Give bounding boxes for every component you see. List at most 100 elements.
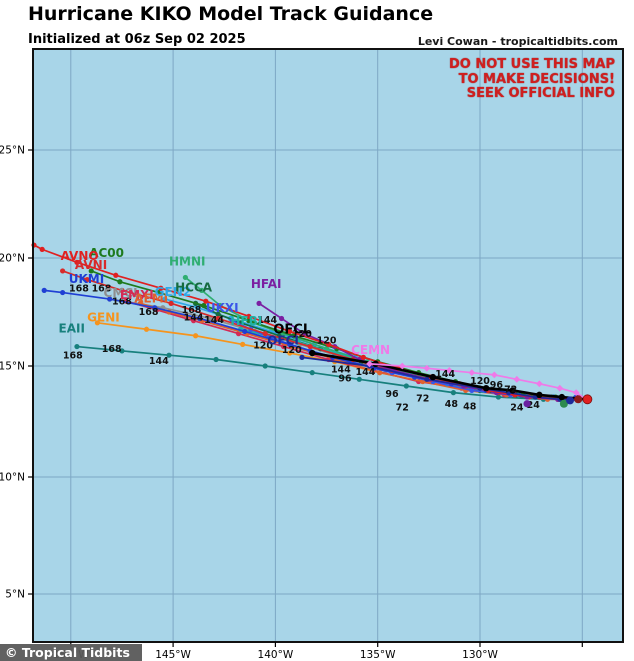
y-tick-label: 5°N bbox=[5, 589, 25, 601]
track-point-marker bbox=[558, 393, 566, 401]
model-track-avno bbox=[33, 244, 587, 401]
origin-dot bbox=[566, 396, 575, 405]
model-label-avni: AVNI bbox=[75, 258, 107, 272]
track-point-marker bbox=[325, 341, 332, 347]
model-label-ukxi: UKXI bbox=[206, 301, 239, 315]
watermark-text: © Tropical Tidbits bbox=[5, 645, 130, 660]
x-tick-label: 135°W bbox=[360, 649, 396, 661]
init-time-subtitle: Initialized at 06z Sep 02 2025 bbox=[28, 32, 246, 47]
model-track-eaii bbox=[76, 345, 587, 401]
track-point-marker bbox=[119, 348, 125, 354]
model-label-ofci: OFCI bbox=[267, 333, 299, 347]
y-tick-label: 10°N bbox=[0, 472, 25, 484]
track-point-marker bbox=[107, 296, 113, 302]
model-label-geni: GENI bbox=[87, 311, 120, 325]
map-border bbox=[32, 48, 624, 643]
hour-label: 144 bbox=[257, 315, 277, 326]
track-point-marker bbox=[482, 385, 490, 392]
hour-label: 72 bbox=[396, 402, 409, 413]
warning-line: SEEK OFFICIAL INFO bbox=[466, 86, 615, 101]
track-point-marker bbox=[158, 285, 164, 291]
track-point-marker bbox=[207, 315, 213, 322]
model-label-aemi: AEMI bbox=[134, 291, 168, 305]
track-point-marker bbox=[242, 328, 248, 335]
hour-label: 168 bbox=[112, 296, 132, 307]
track-point-marker bbox=[287, 341, 293, 347]
track-point-marker bbox=[278, 315, 285, 322]
hour-label: 168 bbox=[92, 283, 112, 294]
model-label-hmni: HMNI bbox=[169, 255, 206, 269]
track-point-marker bbox=[445, 367, 453, 374]
hour-label: 72 bbox=[504, 385, 517, 396]
track-point-marker bbox=[39, 246, 45, 252]
track-point-marker bbox=[156, 289, 162, 296]
track-point-marker bbox=[262, 331, 268, 337]
track-point-marker bbox=[240, 341, 246, 347]
track-point-marker bbox=[509, 387, 516, 394]
model-label-ukmi: UKMI bbox=[69, 272, 104, 286]
track-point-marker bbox=[213, 356, 219, 363]
track-point-marker bbox=[203, 298, 209, 304]
model-label-gen2: GEN2 bbox=[155, 285, 191, 299]
hour-label: 96 bbox=[338, 374, 352, 385]
track-point-marker bbox=[152, 305, 158, 311]
warning-line: DO NOT USE THIS MAP bbox=[448, 57, 615, 72]
track-point-marker bbox=[429, 373, 437, 381]
track-point-marker bbox=[309, 370, 315, 376]
model-label-emxi: EMXI bbox=[120, 288, 154, 302]
hour-label: 168 bbox=[102, 344, 122, 355]
hour-label: 144 bbox=[204, 315, 224, 326]
hour-label: 144 bbox=[331, 365, 351, 376]
track-point-marker bbox=[535, 380, 543, 388]
x-tick-label: 145°W bbox=[155, 649, 191, 661]
track-point-marker bbox=[536, 391, 543, 399]
track-point-marker bbox=[84, 277, 90, 283]
track-point-marker bbox=[287, 328, 293, 335]
hour-label: 96 bbox=[490, 380, 504, 391]
x-tick-label: 140°W bbox=[258, 649, 294, 661]
credit-text: Levi Cowan - tropicaltidbits.com bbox=[417, 35, 618, 48]
hour-label: 168 bbox=[69, 283, 89, 294]
track-point-marker bbox=[556, 384, 564, 392]
track-point-marker bbox=[398, 362, 406, 370]
track-point-marker bbox=[41, 287, 47, 293]
track-point-marker bbox=[495, 394, 502, 400]
model-label-hfbi: HFBI bbox=[230, 314, 262, 328]
hour-label: 120 bbox=[292, 329, 312, 340]
track-point-marker bbox=[366, 360, 373, 368]
track-point-marker bbox=[182, 274, 188, 281]
track-point-marker bbox=[60, 268, 66, 274]
track-point-marker bbox=[119, 287, 125, 293]
model-label-eaii: EAII bbox=[59, 322, 85, 336]
origin-dot bbox=[559, 399, 568, 408]
track-point-marker bbox=[88, 268, 94, 274]
hour-label: 120 bbox=[253, 341, 273, 352]
page-title: Hurricane KIKO Model Track Guidance bbox=[28, 3, 434, 25]
track-point-marker bbox=[468, 369, 476, 377]
track-point-marker bbox=[424, 376, 430, 382]
model-label-hcca: HCCA bbox=[175, 280, 213, 294]
warning-text: DO NOT USE THIS MAP TO MAKE DECISIONS! S… bbox=[448, 57, 615, 102]
hour-label: 144 bbox=[356, 367, 376, 378]
track-point-marker bbox=[307, 343, 313, 350]
track-point-marker bbox=[215, 311, 221, 317]
track-point-marker bbox=[360, 354, 366, 360]
origin-dot bbox=[523, 400, 531, 408]
track-point-marker bbox=[403, 383, 409, 389]
track-point-marker bbox=[197, 315, 203, 322]
track-point-marker bbox=[299, 354, 305, 360]
y-tick-label: 25°N bbox=[0, 145, 25, 157]
track-point-marker bbox=[143, 326, 150, 332]
track-point-marker bbox=[377, 370, 383, 376]
model-track-ofcl bbox=[312, 351, 587, 401]
hour-label: 96 bbox=[385, 389, 399, 400]
track-point-marker bbox=[201, 302, 207, 309]
hour-label: 48 bbox=[445, 399, 459, 410]
track-point-marker bbox=[262, 363, 268, 369]
track-point-marker bbox=[193, 333, 199, 339]
track-point-marker bbox=[356, 376, 362, 382]
track-point-marker bbox=[113, 272, 119, 278]
track-point-marker bbox=[117, 279, 123, 285]
